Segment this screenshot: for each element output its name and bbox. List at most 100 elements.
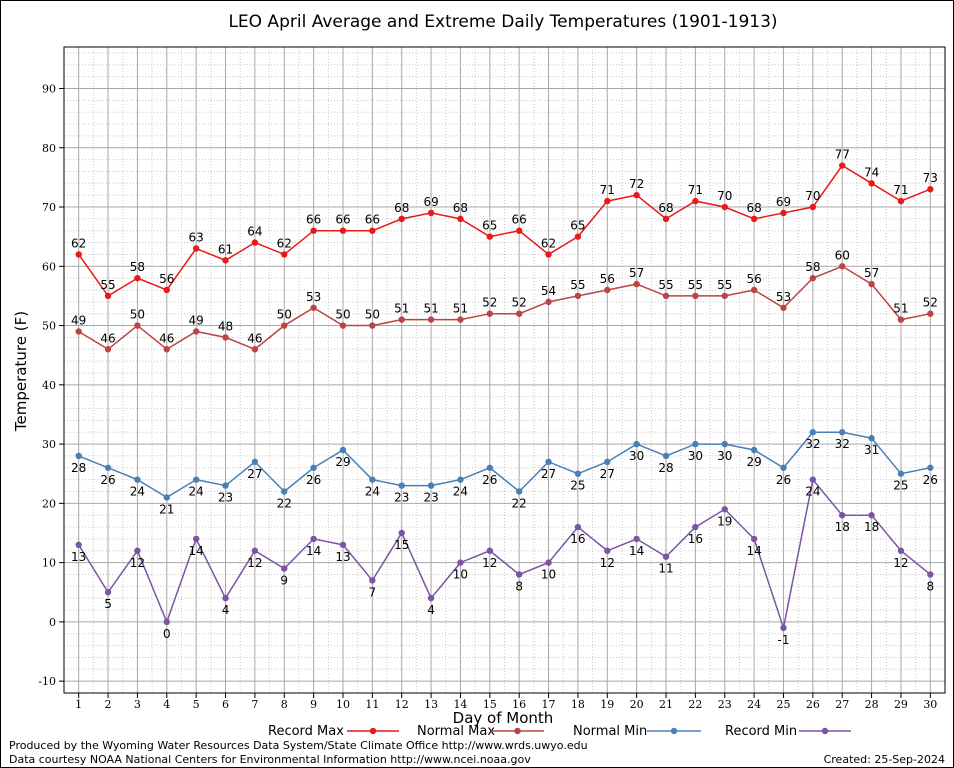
data-point <box>574 292 582 300</box>
data-label: 26 <box>923 473 938 487</box>
data-label: 12 <box>893 556 908 570</box>
data-label: 26 <box>100 473 115 487</box>
chart-title: LEO April Average and Extreme Daily Temp… <box>228 12 777 32</box>
data-point <box>809 203 817 211</box>
data-label: 14 <box>629 544 644 558</box>
data-label: 25 <box>570 479 585 493</box>
data-point <box>809 476 817 483</box>
data-point <box>545 298 552 306</box>
data-label: 22 <box>277 496 292 510</box>
data-label: 32 <box>805 437 820 451</box>
data-label: 66 <box>365 213 380 227</box>
data-label: 50 <box>335 308 350 322</box>
data-point <box>369 476 376 483</box>
data-label: 51 <box>893 302 908 316</box>
legend-label: Record Min <box>725 724 797 739</box>
data-label: 65 <box>570 219 585 233</box>
y-tick-label: 0 <box>49 616 56 629</box>
data-point <box>398 482 405 489</box>
data-label: 50 <box>130 308 145 322</box>
data-point <box>281 322 288 329</box>
data-point <box>251 547 259 554</box>
data-label: 68 <box>746 201 761 215</box>
data-point <box>515 571 523 578</box>
data-label: 74 <box>864 165 879 179</box>
x-tick-label: 23 <box>718 698 732 711</box>
data-point <box>662 452 670 460</box>
data-point <box>104 464 112 471</box>
data-label: 62 <box>277 236 292 250</box>
data-point <box>721 506 728 513</box>
data-point <box>780 624 787 632</box>
data-point <box>310 304 317 311</box>
data-point <box>251 346 259 353</box>
data-label: 27 <box>247 467 262 481</box>
data-label: 51 <box>453 302 468 316</box>
data-point <box>398 529 405 537</box>
x-tick-label: 1 <box>75 698 82 711</box>
y-tick-label: 10 <box>42 557 56 570</box>
data-label: 77 <box>835 148 850 162</box>
data-label: 46 <box>100 331 115 345</box>
data-point <box>310 464 317 471</box>
data-point <box>104 589 112 596</box>
data-point <box>251 239 259 246</box>
data-label: 52 <box>482 296 497 310</box>
y-tick-label: 70 <box>42 201 56 214</box>
data-label: 30 <box>629 449 644 463</box>
data-label: 62 <box>541 236 556 250</box>
data-label: 12 <box>482 556 497 570</box>
data-label: 49 <box>189 313 204 327</box>
data-label: 10 <box>453 568 468 582</box>
data-label: -1 <box>777 633 789 647</box>
data-point <box>780 464 787 471</box>
data-point <box>897 470 905 477</box>
x-tick-label: 2 <box>105 698 112 711</box>
data-point <box>75 328 82 335</box>
series-normal-max: 49 46 50 46 49 48 46 50 53 50 50 51 51 51 52 52 54 55 56 57… <box>71 248 938 353</box>
data-point <box>339 322 347 329</box>
data-point <box>339 446 347 454</box>
legend-item-normal-min: Normal Min <box>573 724 701 739</box>
data-point <box>222 482 229 489</box>
data-point <box>192 476 200 483</box>
data-point <box>574 523 582 531</box>
data-point <box>662 292 670 300</box>
footer-created: Created: 25-Sep-2024 <box>824 753 945 766</box>
data-point <box>750 446 758 454</box>
data-point <box>369 227 376 234</box>
data-label: 13 <box>71 550 86 564</box>
data-point <box>545 559 552 566</box>
data-point <box>897 316 905 323</box>
x-tick-label: 22 <box>688 698 702 711</box>
data-label: 26 <box>482 473 497 487</box>
data-label: 5 <box>104 597 112 611</box>
data-point <box>222 257 229 264</box>
data-point <box>163 494 170 501</box>
data-point <box>310 535 317 543</box>
legend: Record Max Normal Max Normal Min Record Min <box>268 724 851 739</box>
data-label: 68 <box>394 201 409 215</box>
data-label: 24 <box>189 485 204 499</box>
series-line-normal-min <box>78 431 931 499</box>
data-label: 12 <box>130 556 145 570</box>
data-label: 53 <box>306 290 321 304</box>
data-label: 52 <box>512 296 527 310</box>
data-point <box>192 328 200 335</box>
data-label: 25 <box>893 479 908 493</box>
data-point <box>222 334 229 341</box>
data-label: 27 <box>541 467 556 481</box>
data-point <box>398 215 405 223</box>
data-point <box>427 594 435 602</box>
data-point <box>457 215 464 223</box>
series-line-record-min <box>78 477 931 631</box>
x-tick-label: 29 <box>894 698 908 711</box>
data-label: 56 <box>746 272 761 286</box>
data-label: 26 <box>306 473 321 487</box>
data-label: 27 <box>600 467 615 481</box>
data-label: 12 <box>247 556 262 570</box>
data-point <box>134 547 141 554</box>
data-label: 24 <box>805 485 820 499</box>
